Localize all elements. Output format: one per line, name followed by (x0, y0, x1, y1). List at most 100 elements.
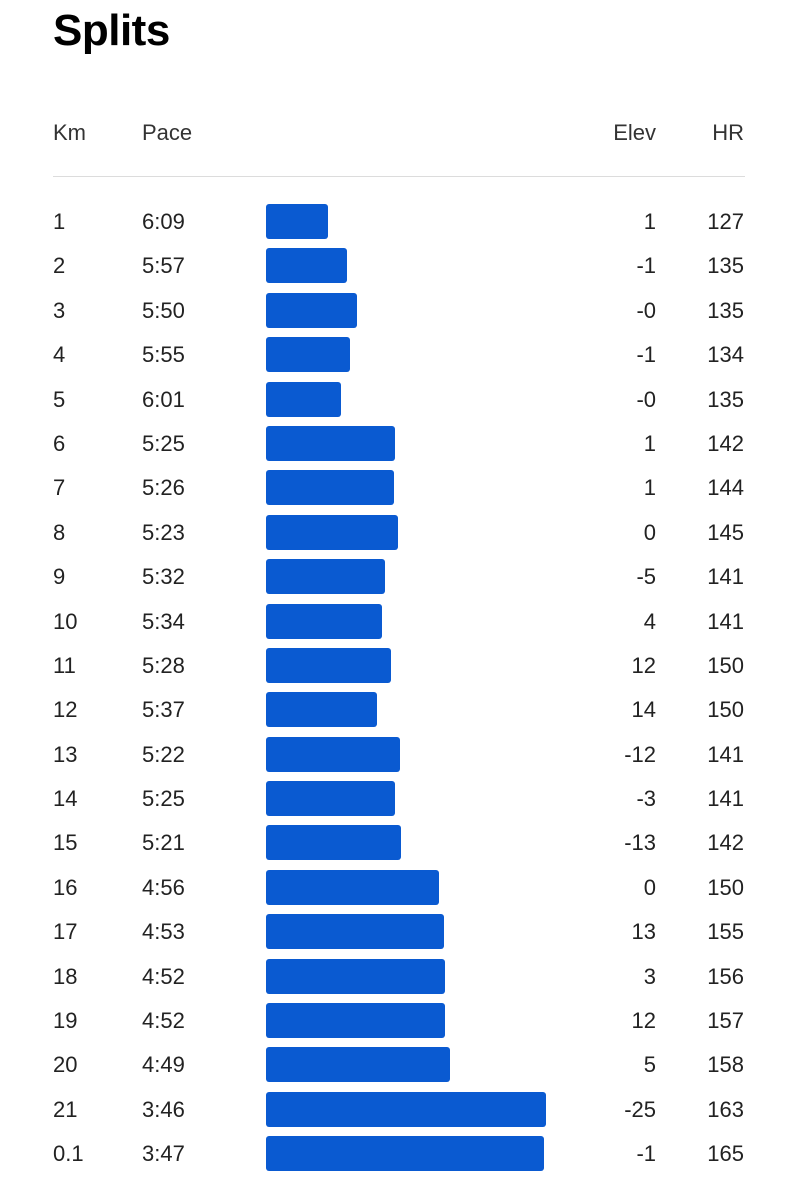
split-km: 12 (53, 697, 78, 723)
table-row[interactable]: 4 5:55 -1 134 (0, 333, 788, 377)
split-km: 8 (53, 519, 66, 545)
split-km: 6 (53, 430, 66, 456)
pace-bar (266, 603, 382, 639)
split-elev: 0 (643, 519, 656, 545)
split-elev: 0 (643, 874, 656, 900)
table-row[interactable]: 5 6:01 -0 135 (0, 378, 788, 422)
pace-bar (266, 647, 391, 683)
pace-bar (266, 781, 396, 817)
split-km: 21 (53, 1096, 78, 1122)
split-pace: 5:55 (142, 342, 185, 368)
pace-bar (266, 204, 329, 239)
split-km: 2 (53, 253, 66, 279)
table-row[interactable]: 7 5:26 1 144 (0, 466, 788, 510)
split-hr: 135 (707, 253, 744, 279)
split-hr: 141 (707, 564, 744, 590)
split-pace: 5:32 (142, 564, 185, 590)
pace-bar (266, 736, 400, 772)
split-km: 18 (53, 963, 78, 989)
split-hr: 158 (707, 1052, 744, 1078)
split-hr: 145 (707, 519, 744, 545)
table-row[interactable]: 21 3:46 -25 163 (0, 1088, 788, 1132)
split-hr: 141 (707, 741, 744, 767)
split-elev: -12 (624, 741, 656, 767)
split-hr: 165 (707, 1141, 744, 1167)
pace-bar (266, 559, 385, 595)
split-hr: 135 (707, 386, 744, 412)
table-row[interactable]: 9 5:32 -5 141 (0, 555, 788, 599)
column-header-km: Km (53, 120, 86, 145)
table-row[interactable]: 10 5:34 4 141 (0, 600, 788, 644)
splits-table-body: 1 6:09 1 127 2 5:57 -1 135 3 5:50 -0 135 4 5:55 -1 134 5… (0, 200, 788, 1177)
table-row[interactable]: 20 4:49 5 158 (0, 1043, 788, 1087)
pace-bar (266, 914, 444, 950)
split-pace: 5:25 (142, 786, 185, 812)
split-km: 11 (53, 652, 76, 678)
table-row[interactable]: 11 5:28 12 150 (0, 644, 788, 688)
split-hr: 144 (707, 475, 744, 501)
pace-bar (266, 248, 347, 284)
split-km: 17 (53, 919, 78, 945)
split-hr: 127 (707, 209, 744, 234)
split-hr: 157 (707, 1008, 744, 1034)
split-elev: 4 (643, 608, 656, 634)
split-elev: 1 (643, 430, 656, 456)
split-hr: 135 (707, 297, 744, 323)
split-pace: 5:26 (142, 475, 185, 501)
header-divider (53, 176, 745, 177)
pace-bar (266, 958, 446, 994)
table-row[interactable]: 12 5:37 14 150 (0, 688, 788, 732)
split-km: 15 (53, 830, 78, 856)
table-row[interactable]: 2 5:57 -1 135 (0, 244, 788, 288)
split-elev: 13 (631, 919, 656, 945)
pace-bar (266, 425, 396, 461)
table-row[interactable]: 8 5:23 0 145 (0, 511, 788, 555)
table-row[interactable]: 18 4:52 3 156 (0, 955, 788, 999)
split-hr: 142 (707, 430, 744, 456)
split-pace: 4:56 (142, 874, 185, 900)
split-hr: 142 (707, 830, 744, 856)
table-row[interactable]: 19 4:52 12 157 (0, 999, 788, 1043)
table-row[interactable]: 13 5:22 -12 141 (0, 733, 788, 777)
split-pace: 5:28 (142, 652, 185, 678)
table-row[interactable]: 1 6:09 1 127 (0, 200, 788, 244)
pace-bar (266, 1003, 446, 1039)
pace-bar (266, 292, 358, 328)
split-elev: -0 (636, 297, 656, 323)
splits-table-header: Km Pace Elev HR (0, 112, 788, 156)
table-row[interactable]: 14 5:25 -3 141 (0, 777, 788, 821)
pace-bar (266, 1091, 546, 1127)
pace-bar (266, 381, 341, 417)
pace-bar (266, 692, 378, 728)
split-elev: -13 (624, 830, 656, 856)
split-pace: 5:37 (142, 697, 185, 723)
column-header-hr: HR (712, 120, 744, 145)
split-elev: 3 (643, 963, 656, 989)
table-row[interactable]: 17 4:53 13 155 (0, 910, 788, 954)
split-km: 13 (53, 741, 78, 767)
pace-bar (266, 825, 402, 861)
table-row[interactable]: 16 4:56 0 150 (0, 866, 788, 910)
split-km: 10 (53, 608, 78, 634)
split-pace: 3:46 (142, 1096, 185, 1122)
split-elev: 12 (631, 1008, 656, 1034)
split-km: 0.1 (53, 1141, 84, 1167)
split-pace: 5:22 (142, 741, 185, 767)
split-pace: 5:23 (142, 519, 185, 545)
split-km: 20 (53, 1052, 78, 1078)
table-row[interactable]: 15 5:21 -13 142 (0, 821, 788, 865)
split-elev: 12 (631, 652, 656, 678)
table-row[interactable]: 6 5:25 1 142 (0, 422, 788, 466)
split-hr: 156 (707, 963, 744, 989)
split-km: 7 (53, 475, 66, 501)
split-hr: 141 (707, 786, 744, 812)
split-elev: -25 (624, 1096, 656, 1122)
table-row[interactable]: 3 5:50 -0 135 (0, 289, 788, 333)
split-elev: -1 (636, 342, 656, 368)
split-pace: 5:25 (142, 430, 185, 456)
split-hr: 141 (707, 608, 744, 634)
split-hr: 163 (707, 1096, 744, 1122)
split-elev: 14 (631, 697, 656, 723)
table-row[interactable]: 0.1 3:47 -1 165 (0, 1132, 788, 1176)
split-pace: 4:49 (142, 1052, 185, 1078)
